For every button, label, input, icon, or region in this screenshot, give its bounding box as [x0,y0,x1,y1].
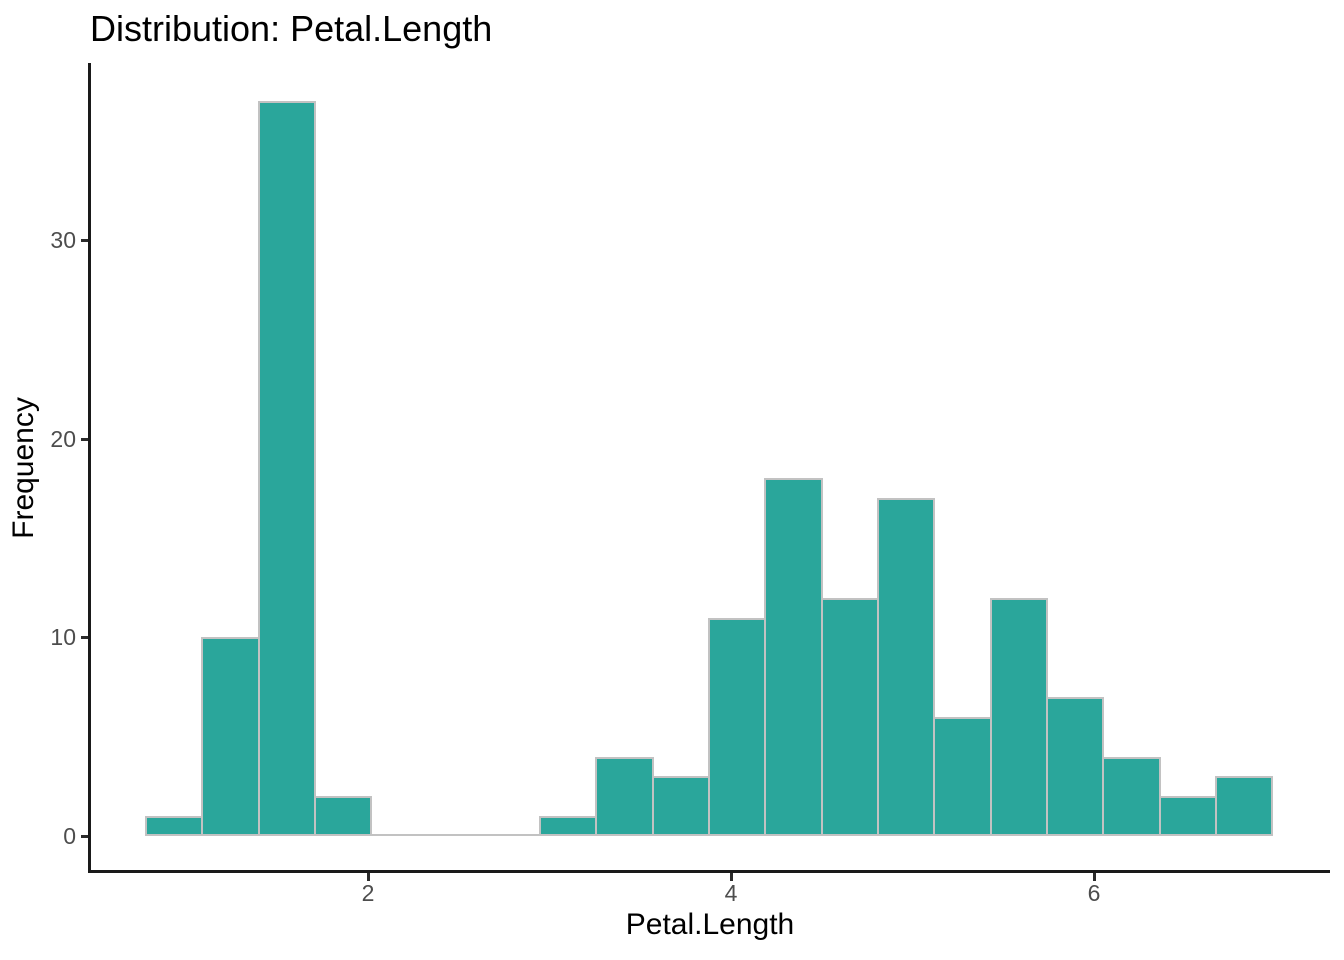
y-tick-label: 10 [50,624,76,650]
x-tick-mark [1093,873,1096,881]
histogram-bar [708,618,766,836]
histogram-bar [990,598,1048,836]
x-tick-label: 6 [1087,880,1101,906]
histogram-bar [1159,796,1217,836]
y-tick-label: 20 [50,426,76,452]
x-axis-title: Petal.Length [625,908,795,941]
histogram-bar [652,776,710,836]
x-tick-label: 4 [724,880,738,906]
histogram-bar [201,637,260,836]
y-tick-mark [81,636,88,639]
y-tick-mark [81,239,88,242]
histogram-bar [539,816,597,836]
y-axis-title: Frequency [7,397,40,539]
histogram-bar [933,717,992,836]
histogram-bar [314,796,372,836]
x-axis-line [88,870,1330,873]
x-tick-label: 2 [361,880,375,906]
x-tick-mark [730,873,733,881]
histogram-bar [1215,776,1273,836]
histogram-bar [258,101,316,836]
histogram-bar [821,598,879,836]
histogram-bar [595,757,654,836]
y-tick-label: 30 [50,227,76,253]
histogram-bar [877,498,935,836]
histogram-bar [1102,757,1161,836]
y-tick-mark [81,438,88,441]
plot-title: Distribution: Petal.Length [90,8,493,49]
y-tick-label: 0 [63,823,76,849]
y-axis-line [88,63,91,873]
histogram-bar [145,816,203,836]
histogram-bar [1046,697,1104,836]
histogram-bar [764,478,823,836]
x-tick-mark [367,873,370,881]
y-tick-mark [81,835,88,838]
